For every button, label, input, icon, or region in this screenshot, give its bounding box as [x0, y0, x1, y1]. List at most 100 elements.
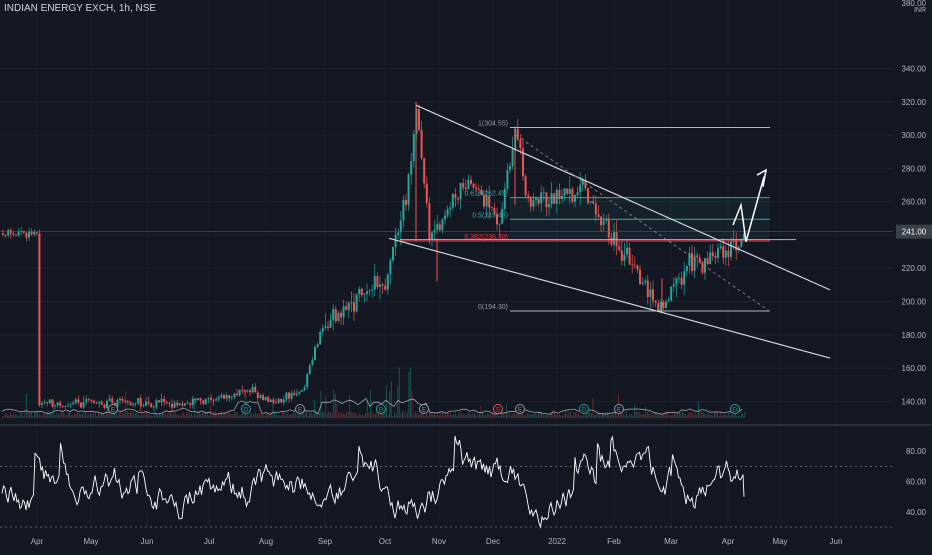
candle	[412, 134, 415, 162]
volume-bar	[506, 404, 507, 418]
volume-bar	[347, 412, 349, 418]
event-marker-label: E	[111, 408, 115, 414]
volume-bar	[443, 415, 445, 418]
fib-level-label: 0(194.30)	[478, 304, 508, 311]
candle	[181, 403, 184, 406]
candle	[399, 220, 402, 233]
volume-bar	[66, 415, 67, 418]
volume-bar	[246, 414, 248, 418]
volume-bar	[410, 367, 411, 418]
price-tick-label: 260.00	[902, 198, 927, 207]
candle	[165, 402, 168, 403]
volume-bar	[29, 412, 31, 418]
volume-bar	[720, 411, 722, 418]
candle	[730, 241, 732, 257]
volume-bar	[454, 411, 456, 418]
candle	[516, 128, 519, 140]
volume-bar	[18, 415, 19, 418]
candle	[659, 302, 662, 312]
price-tick-label: 140.00	[902, 397, 927, 406]
volume-bar	[136, 413, 138, 418]
candle	[350, 302, 353, 304]
candle	[667, 300, 670, 302]
volume-bar	[448, 413, 450, 418]
volume-bar	[205, 411, 207, 418]
candle	[480, 189, 483, 195]
candle	[282, 399, 285, 403]
volume-bar	[330, 412, 331, 418]
candle	[54, 405, 56, 407]
fib-level-label: 0.618(262.45)	[464, 191, 508, 198]
candle	[389, 260, 392, 275]
candle	[142, 405, 145, 407]
volume-bar	[77, 412, 79, 418]
candle	[103, 404, 106, 409]
candle	[158, 400, 160, 403]
candle	[308, 365, 311, 375]
volume-bar	[733, 412, 735, 418]
volume-bar	[485, 415, 487, 418]
candle	[90, 399, 93, 401]
rsi-pane: 40.00 60.00 80.00	[0, 435, 927, 529]
fibonacci: 1(304.55) 0.618(262.45) 0.5(249.43) 0.382(2…	[0, 121, 893, 312]
candle	[74, 399, 77, 403]
volume-bar	[211, 414, 213, 418]
candle	[519, 139, 522, 149]
volume-bar	[374, 413, 376, 418]
volume-bar	[318, 412, 320, 418]
candle	[584, 179, 587, 189]
volume-bar	[104, 414, 106, 418]
candle	[147, 401, 150, 404]
candle	[698, 257, 701, 262]
event-marker	[241, 404, 251, 414]
volume-bar	[221, 411, 223, 418]
volume-bar	[126, 411, 128, 418]
volume-bar	[418, 415, 419, 418]
candle	[301, 389, 303, 392]
candle	[108, 398, 111, 401]
volume-bar	[613, 414, 615, 418]
event-marker	[376, 404, 386, 414]
time-tick-label: Apr	[722, 537, 735, 546]
event-marker-label: E	[617, 408, 621, 414]
candle	[535, 198, 537, 201]
volume-bar	[26, 393, 27, 418]
candle	[215, 398, 218, 401]
candle	[119, 398, 121, 401]
volume-bar	[13, 413, 15, 418]
volume-bar	[224, 411, 226, 418]
volume-bar	[459, 411, 461, 418]
volume-bar	[651, 412, 653, 418]
volume-bar	[160, 414, 162, 418]
volume-bar	[2, 415, 3, 418]
candle	[15, 234, 17, 236]
event-marker-label: E	[298, 408, 302, 414]
volume-bar	[34, 413, 35, 418]
price-tick-label: 340.00	[902, 65, 927, 74]
candle	[672, 284, 675, 287]
volume-bar	[370, 389, 371, 418]
volume-bar	[176, 414, 178, 418]
volume-bar	[387, 415, 389, 418]
volume-bar	[109, 413, 111, 418]
volume-bar	[40, 415, 42, 418]
candle	[597, 214, 600, 217]
candle	[347, 302, 350, 310]
candle	[436, 224, 439, 230]
volume-bar	[363, 415, 365, 418]
volume-bar	[478, 413, 480, 418]
volume-bar	[85, 411, 87, 418]
volume-bar	[277, 415, 279, 418]
candle	[735, 240, 738, 251]
volume-bar	[264, 415, 266, 418]
volume-bar	[610, 415, 611, 418]
volume-bar	[482, 412, 483, 418]
volume-bar	[243, 411, 245, 418]
candle	[210, 397, 212, 401]
candle	[371, 289, 374, 291]
candle	[501, 208, 504, 224]
volume-bar	[658, 414, 659, 418]
volume-bar	[594, 415, 595, 418]
